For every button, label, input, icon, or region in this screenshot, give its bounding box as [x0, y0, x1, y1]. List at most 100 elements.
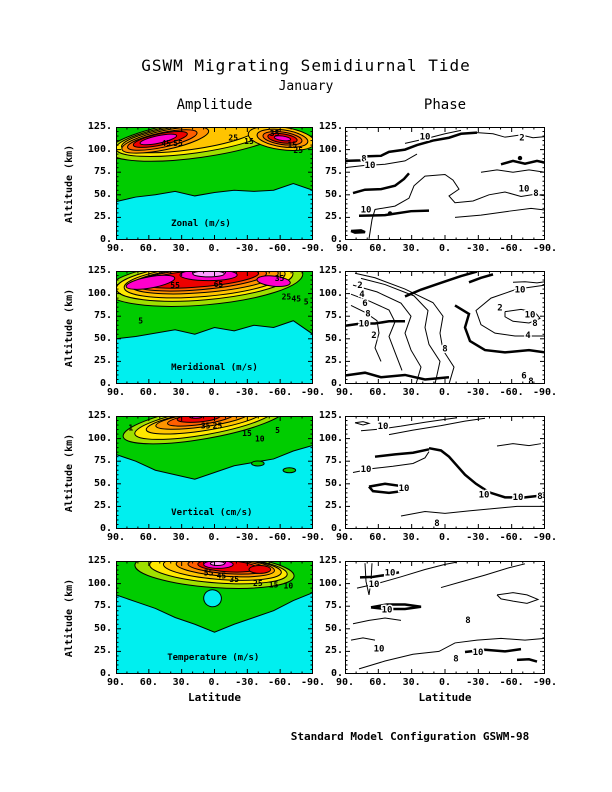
svg-text:2: 2: [519, 134, 524, 144]
svg-text:6: 6: [521, 372, 526, 382]
svg-text:10: 10: [513, 493, 524, 503]
svg-text:10: 10: [359, 320, 370, 330]
svg-text:8: 8: [453, 655, 458, 665]
x-tick-label: 60.: [139, 532, 158, 543]
svg-text:4: 4: [359, 290, 365, 300]
x-tick-label: 0.: [208, 387, 221, 398]
x-tick-label: 60.: [369, 677, 388, 688]
x-tick-label: 30.: [172, 677, 191, 688]
svg-text:10: 10: [361, 465, 372, 475]
x-tick-label: -60.: [499, 387, 524, 398]
x-tick-label: 0.: [438, 243, 452, 254]
vertical-phase-svg: 10 10 10 10 10 8 8: [345, 416, 545, 529]
svg-text:35: 35: [201, 422, 211, 431]
x-tick-label: 30.: [172, 532, 191, 543]
y-tick-label: 25.: [93, 211, 112, 223]
x-tick-label: 30.: [402, 387, 421, 398]
x-tick-label: 90.: [335, 532, 355, 543]
svg-text:8: 8: [533, 189, 538, 199]
svg-text:10: 10: [420, 133, 431, 143]
y-tick-label: 125.: [87, 410, 112, 421]
vertical-amplitude-plot: 35 25 15 10 5 1 Vertical (cm/s): [116, 416, 313, 529]
x-tick-label: 90.: [106, 243, 126, 254]
figure-caption: Standard Model Configuration GSWM-98: [290, 730, 530, 743]
y-tick-label: 0.: [99, 523, 112, 534]
y-tick-label: 0.: [99, 234, 112, 245]
y-tick-label: 100.: [87, 287, 112, 299]
y-tick-label: 125.: [87, 121, 112, 132]
svg-text:35: 35: [270, 129, 280, 138]
x-tick-label: -30.: [235, 243, 260, 254]
svg-text:10: 10: [255, 435, 265, 444]
x-tick-label: 90.: [106, 677, 126, 688]
x-tick-label: -30.: [235, 677, 260, 688]
x-tick-label: 90.: [335, 677, 355, 688]
svg-text:8: 8: [442, 344, 447, 354]
svg-text:5: 5: [304, 298, 309, 307]
x-tick-label: 0.: [438, 387, 452, 398]
svg-text:45: 45: [217, 572, 227, 581]
svg-text:8: 8: [465, 616, 470, 626]
temperature-phase-svg: 10 10 10 8 10 8 10: [345, 561, 545, 674]
y-tick-label: 25.: [93, 645, 112, 657]
x-tick-label: -30.: [466, 243, 491, 254]
y-tick-label: 25.: [93, 500, 112, 512]
temperature-amplitude-svg: 55 45 35 25 15 10 Temperature (m/s): [116, 561, 313, 674]
y-axis-label: Altitude (km): [64, 433, 75, 512]
y-tick-label: 50.: [93, 332, 112, 344]
y-tick-label: 100.: [318, 143, 343, 155]
x-tick-label: 30.: [172, 243, 191, 254]
figure-subtitle: January: [278, 79, 334, 94]
x-tick-label: -90.: [532, 532, 558, 543]
y-tick-label: 75.: [93, 166, 112, 178]
x-tick-label: -60.: [499, 532, 524, 543]
x-tick-label: -90.: [300, 387, 326, 398]
svg-text:10: 10: [519, 185, 530, 195]
svg-text:2: 2: [357, 281, 362, 291]
meridional-phase-plot: 2 4 6 8 10 2 10 2 10 8 4 8 6 8: [345, 271, 545, 384]
x-tick-label: 30.: [402, 532, 421, 543]
y-tick-label: 75.: [324, 455, 343, 467]
y-tick-label: 100.: [87, 577, 112, 589]
svg-text:8: 8: [365, 309, 370, 319]
svg-text:8: 8: [434, 519, 439, 529]
svg-text:4: 4: [525, 331, 531, 341]
vertical-phase-plot: 10 10 10 10 10 8 8: [345, 416, 545, 529]
svg-text:10: 10: [374, 645, 385, 655]
svg-text:45: 45: [161, 139, 171, 148]
svg-text:15: 15: [269, 581, 279, 590]
x-tick-label: 90.: [335, 243, 355, 254]
y-axis-label: Altitude (km): [64, 144, 75, 223]
vertical-amplitude-units-label: Vertical (cm/s): [171, 507, 252, 518]
svg-text:2: 2: [497, 304, 502, 314]
x-tick-label: -90.: [532, 677, 558, 688]
x-tick-label: 60.: [139, 387, 158, 398]
x-tick-label: -30.: [235, 387, 260, 398]
y-tick-label: 125.: [87, 555, 112, 566]
svg-text:35: 35: [229, 575, 239, 584]
svg-text:10: 10: [382, 606, 393, 616]
x-tick-label: -30.: [466, 677, 491, 688]
y-tick-label: 25.: [324, 211, 343, 223]
meridional-amplitude-plot: 55 65 5 35 25 45 5 Meridional (m/s): [116, 271, 313, 384]
x-tick-label: -90.: [300, 243, 326, 254]
x-tick-label: -30.: [235, 532, 260, 543]
svg-text:55: 55: [204, 568, 214, 577]
y-tick-label: 125.: [318, 555, 343, 566]
svg-text:10: 10: [378, 422, 389, 432]
y-tick-label: 25.: [324, 355, 343, 367]
svg-text:25: 25: [282, 292, 292, 301]
svg-text:10: 10: [361, 205, 372, 215]
y-tick-label: 100.: [318, 287, 343, 299]
svg-text:15: 15: [244, 137, 254, 146]
x-tick-label: 60.: [369, 387, 388, 398]
svg-text:55: 55: [173, 139, 183, 148]
x-tick-label: 0.: [208, 243, 221, 254]
y-tick-label: 75.: [324, 166, 343, 178]
x-tick-label: 0.: [208, 677, 221, 688]
y-tick-label: 0.: [99, 668, 112, 679]
x-tick-label: 90.: [106, 532, 126, 543]
svg-text:65: 65: [214, 280, 224, 289]
meridional-amplitude-units-label: Meridional (m/s): [171, 362, 258, 373]
svg-text:8: 8: [532, 319, 537, 329]
